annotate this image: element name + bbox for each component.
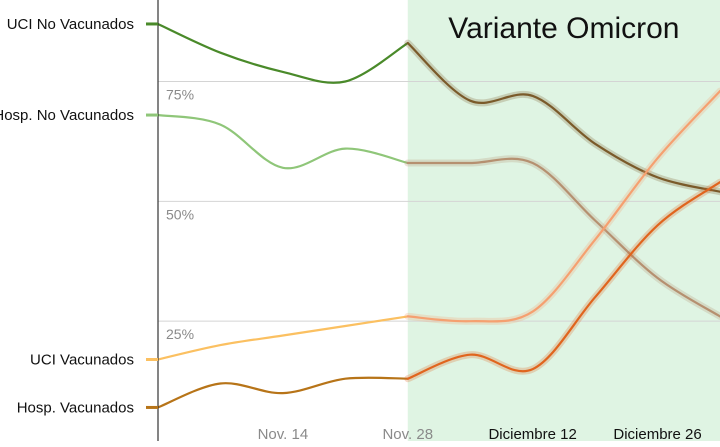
series-label: Hosp. Vacunados	[17, 399, 134, 416]
x-tick-label: Diciembre 12	[488, 426, 576, 443]
series-label: UCI Vacunados	[30, 352, 134, 369]
omicron-period-band	[407, 0, 720, 441]
series-line-omicron	[406, 42, 720, 193]
series-line-pre-omicron	[156, 22, 409, 84]
series-line-pre-omicron	[156, 376, 409, 409]
series-line-omicron	[406, 181, 720, 380]
series-line-pre-omicron	[156, 315, 409, 361]
y-tick-label: 50%	[166, 206, 194, 222]
series-line-omicron	[406, 90, 720, 323]
y-tick-label: 25%	[166, 326, 194, 342]
series-line-omicron	[406, 157, 720, 318]
x-tick-label: Nov. 14	[258, 426, 309, 443]
series-line-pre-omicron	[156, 113, 409, 170]
x-tick-label: Diciembre 26	[613, 426, 701, 443]
omicron-banner-title: Variante Omicron	[448, 12, 679, 45]
y-tick-label: 75%	[166, 86, 194, 102]
series-label: Hosp. No Vacunados	[0, 107, 134, 124]
x-tick-label: Nov. 28	[382, 426, 433, 443]
series-label: UCI No Vacunados	[7, 16, 134, 33]
